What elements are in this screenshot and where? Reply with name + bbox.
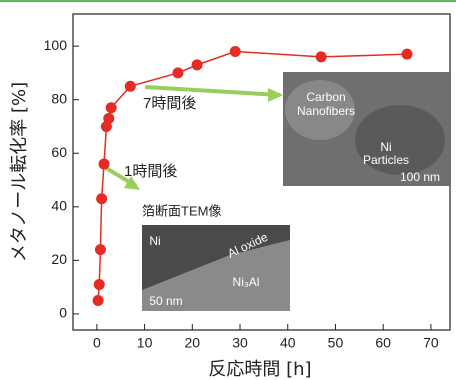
arrow bbox=[145, 87, 280, 95]
y-tick-label: 100 bbox=[44, 37, 68, 53]
annotation: Ni bbox=[380, 140, 391, 154]
annotation: 箔断面TEM像 bbox=[142, 203, 221, 218]
data-point bbox=[103, 113, 114, 124]
data-point bbox=[125, 81, 136, 92]
annotation: 7時間後 bbox=[143, 95, 196, 112]
x-tick-label: 30 bbox=[232, 335, 248, 351]
annotation: Carbon bbox=[306, 90, 345, 104]
data-point bbox=[230, 46, 241, 57]
annotation: 1時間後 bbox=[124, 163, 177, 180]
x-tick-label: 60 bbox=[375, 335, 391, 351]
chart: 反応時間 [h] メタノール転化率 [%] 0 20 40 60 80 100 0 10 20 3… bbox=[0, 0, 456, 380]
data-point bbox=[192, 59, 203, 70]
y-tick-label: 20 bbox=[51, 251, 67, 267]
x-tick-label: 50 bbox=[328, 335, 344, 351]
annotation: Particles bbox=[363, 153, 409, 167]
x-tick-label: 0 bbox=[93, 335, 101, 351]
arrow-head bbox=[268, 88, 283, 102]
y-tick-label: 40 bbox=[51, 198, 67, 214]
x-tick-label: 40 bbox=[280, 335, 296, 351]
data-point bbox=[99, 158, 110, 169]
y-tick-label: 0 bbox=[59, 305, 67, 321]
data-point bbox=[94, 279, 105, 290]
annotation: 50 nm bbox=[149, 294, 182, 308]
annotation: Ni bbox=[149, 234, 160, 248]
x-tick-label: 10 bbox=[137, 335, 153, 351]
annotation: Ni₃Al bbox=[233, 275, 260, 289]
data-point bbox=[172, 67, 183, 78]
x-tick-label: 20 bbox=[185, 335, 201, 351]
data-point bbox=[106, 102, 117, 113]
annotation: 100 nm bbox=[400, 170, 440, 184]
data-point bbox=[316, 51, 327, 62]
x-axis-label: 反応時間 [h] bbox=[208, 359, 311, 380]
data-point bbox=[96, 193, 107, 204]
data-point bbox=[93, 295, 104, 306]
data-point bbox=[95, 244, 106, 255]
y-tick-label: 80 bbox=[51, 90, 67, 106]
annotation: Nanofibers bbox=[297, 104, 355, 118]
y-axis-label: メタノール転化率 [%] bbox=[9, 82, 30, 262]
data-point bbox=[402, 49, 413, 60]
x-tick-label: 70 bbox=[423, 335, 439, 351]
y-tick-label: 60 bbox=[51, 144, 67, 160]
